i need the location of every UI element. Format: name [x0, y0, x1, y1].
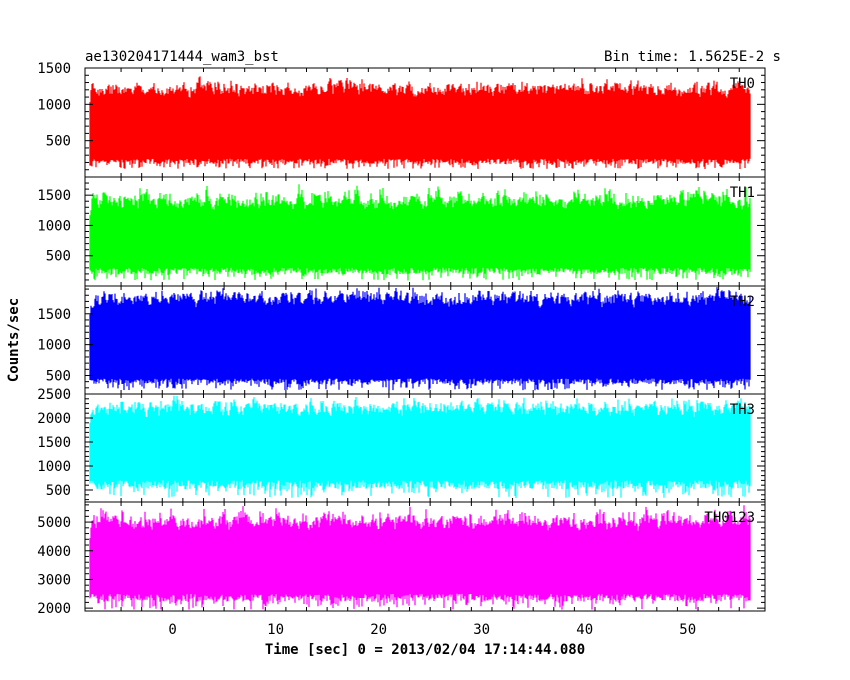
- chart-title: ae130204171444_wam3_bst: [85, 49, 279, 65]
- series-line-th0123: [89, 505, 751, 610]
- y-tick-label: 1500: [37, 435, 71, 451]
- panel-th2: 500 1000 1500 TH2: [37, 285, 766, 395]
- y-tick-label: 4000: [37, 544, 71, 560]
- series-line-th3: [89, 395, 751, 498]
- y-tick-label: 1000: [37, 97, 71, 113]
- panel-th3: 500 1000 1500 2000 2500 TH3: [37, 387, 766, 503]
- x-tick-label: 10: [267, 622, 284, 638]
- y-tick-label: 2000: [37, 411, 71, 427]
- y-tick-label: 2500: [37, 387, 71, 403]
- y-tick-label: 3000: [37, 572, 71, 588]
- y-tick-label: 500: [46, 134, 71, 150]
- series-line-th0: [89, 76, 751, 169]
- x-axis-label: Time [sec] 0 = 2013/02/04 17:14:44.080: [265, 642, 585, 658]
- panel-th1: 500 1000 1500 TH1: [37, 176, 766, 287]
- y-tick-label: 1500: [37, 188, 71, 204]
- y-tick-label: 5000: [37, 515, 71, 531]
- series-name-label: TH3: [730, 402, 755, 418]
- series-name-label: TH2: [730, 294, 755, 310]
- panel-th0123: 2000 3000 4000 5000 TH0123: [37, 501, 766, 617]
- bin-time-label: Bin time: 1.5625E-2 s: [604, 49, 781, 65]
- x-tick-label: 30: [473, 622, 490, 638]
- series-line-th2: [89, 287, 751, 391]
- x-tick-label: 0: [168, 622, 176, 638]
- y-tick-label: 500: [46, 249, 71, 265]
- panel-th0: 500 1000 1500 TH0: [37, 61, 766, 178]
- y-tick-label: 1000: [37, 218, 71, 234]
- series-line-th1: [89, 184, 751, 281]
- x-tick-label: 50: [679, 622, 696, 638]
- series-name-label: TH0: [730, 76, 755, 92]
- panels-group: 500 1000 1500 TH0 500 1000 1500 TH1 500 1000 1500 T…: [37, 61, 766, 617]
- y-axis-label: Counts/sec: [6, 298, 22, 382]
- x-tick-label: 20: [370, 622, 387, 638]
- series-name-label: TH1: [730, 185, 755, 201]
- y-tick-label: 2000: [37, 601, 71, 617]
- y-tick-label: 500: [46, 368, 71, 384]
- y-tick-label: 1000: [37, 459, 71, 475]
- x-tick-label: 40: [576, 622, 593, 638]
- y-tick-label: 1500: [37, 61, 71, 77]
- y-tick-label: 1500: [37, 307, 71, 323]
- series-name-label: TH0123: [704, 510, 755, 526]
- x-axis: 0 10 20 30 40 50: [168, 622, 696, 638]
- y-tick-label: 1000: [37, 338, 71, 354]
- y-tick-label: 500: [46, 483, 71, 499]
